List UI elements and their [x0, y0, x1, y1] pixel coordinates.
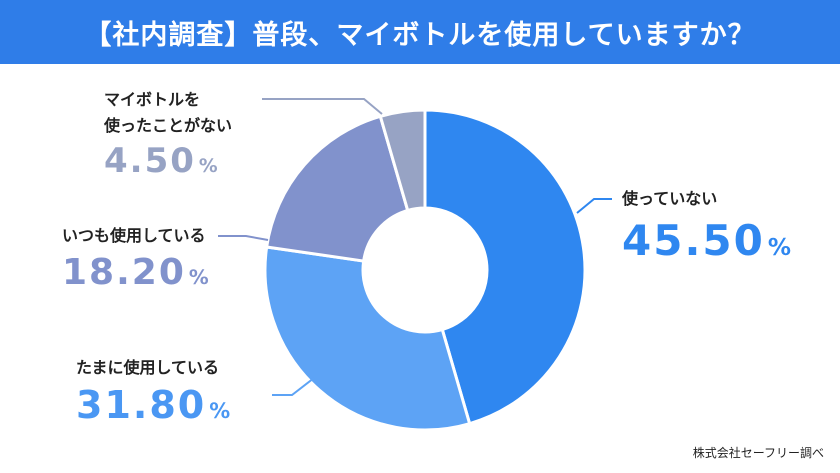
- label-always: いつも使用している 18.20%: [62, 226, 209, 295]
- label-never-used-line2: 使ったことがない: [104, 116, 233, 135]
- donut-slice-0: [423, 108, 587, 426]
- label-sometimes-value: 31.80%: [76, 383, 231, 427]
- label-always-value: 18.20%: [62, 252, 209, 293]
- leader-line-1: [272, 377, 315, 396]
- slice-group: [263, 108, 587, 432]
- label-never-used-value: 4.50%: [104, 141, 218, 181]
- donut-slice-2: [265, 114, 410, 263]
- label-not-using-value: 45.50%: [622, 216, 791, 265]
- label-never-used: マイボトルを 使ったことがない 4.50%: [104, 90, 232, 183]
- label-sometimes: たまに使用している 31.80%: [76, 358, 230, 430]
- label-not-using-name: 使っていない: [622, 189, 718, 208]
- label-sometimes-name: たまに使用している: [76, 358, 220, 377]
- leader-lines: [218, 98, 612, 396]
- label-not-using: 使っていない 45.50%: [622, 189, 791, 268]
- leader-line-3: [262, 98, 383, 115]
- donut-slice-3: [378, 108, 427, 212]
- label-never-used-line1: マイボトルを: [104, 90, 201, 109]
- label-always-name: いつも使用している: [62, 226, 206, 245]
- title-banner: 【社内調査】普段、マイボトルを使用していますか？: [0, 0, 840, 64]
- leader-line-0: [576, 198, 612, 214]
- chart-title: 【社内調査】普段、マイボトルを使用していますか？: [84, 19, 756, 51]
- source-note: 株式会社セーフリー調べ: [692, 446, 824, 460]
- leader-line-2: [218, 235, 269, 241]
- donut-slice-1: [263, 245, 472, 432]
